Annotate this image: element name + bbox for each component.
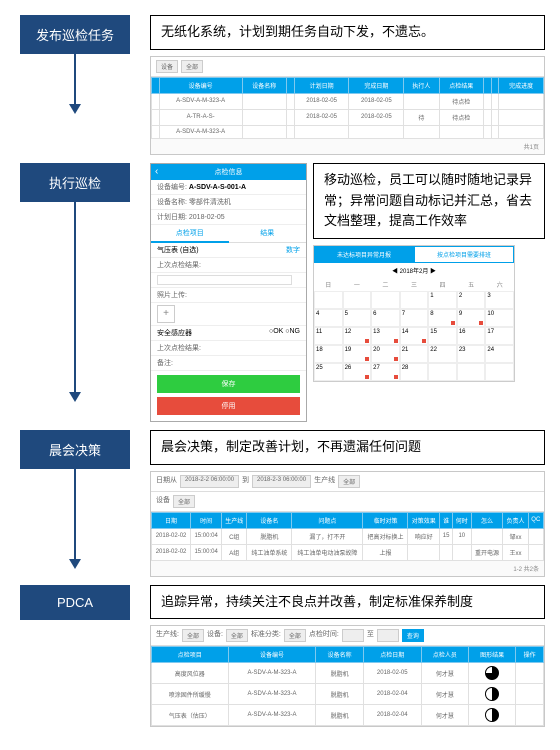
meeting-table: 日期时间生产线设备名问题点临时对策对策效果谁何时怎么负责人QC 2018-02-…: [151, 512, 544, 561]
arrow-3: [69, 469, 81, 569]
f-std[interactable]: 全部: [284, 629, 306, 642]
step3-desc: 晨会决策，制定改善计划，不再遗漏任何问题: [150, 430, 545, 465]
date-to[interactable]: 2018-2-3 06:00:00: [252, 475, 311, 488]
mobile-title: 点检信息: [215, 169, 243, 176]
pager-3: 1-2 共2条: [151, 561, 544, 576]
note-label: 备注:: [151, 356, 306, 371]
lbl-to: 到: [242, 475, 249, 488]
lbl-date-from: 日期从: [156, 475, 177, 488]
radio-ng[interactable]: NG: [290, 328, 301, 335]
f-dev[interactable]: 全部: [226, 629, 248, 642]
step2-desc: 移动巡检，员工可以随时随地记录异常；异常问题自动标记并汇总，省去文档整理，提高工…: [313, 163, 545, 239]
pager-1: 共1页: [151, 139, 544, 154]
screenshot-task-list: 设备 全部 设备编号设备名称计划日期完成日期执行人点检结果完成进度 A-SDV-…: [150, 56, 545, 155]
f-to: 至: [367, 629, 374, 642]
step-execute: 执行巡检: [20, 163, 130, 202]
tab-result[interactable]: 结果: [229, 225, 307, 243]
pdca-table: 点检项目设备编号设备名称点检日期点检人员图形结果操作 高度风位器A-SDV-A-…: [151, 646, 544, 726]
last-result-1: 上次点检结果:: [151, 258, 306, 273]
arrow-1: [69, 54, 81, 114]
add-photo-button[interactable]: +: [157, 305, 175, 323]
result-input[interactable]: [157, 275, 292, 285]
step1-desc: 无纸化系统，计划到期任务自动下发，不遗忘。: [150, 15, 545, 50]
item-sensor: 安全感应器: [157, 330, 192, 337]
f-time2[interactable]: [377, 629, 399, 642]
lbl-device: 设备: [156, 495, 170, 508]
date-from[interactable]: 2018-2-2 06:00:00: [180, 475, 239, 488]
cal-tab-report[interactable]: 未达标项目异常月报: [314, 246, 414, 263]
cal-month: 2018年2月: [400, 269, 429, 275]
back-icon[interactable]: ‹: [155, 167, 158, 177]
f-time1[interactable]: [342, 629, 364, 642]
step-meeting: 晨会决策: [20, 430, 130, 469]
sel-device[interactable]: 全部: [173, 495, 195, 508]
screenshot-pdca: 生产线:全部 设备:全部 标准分类:全部 点检时间: 至 查询 点检项目设备编号…: [150, 625, 545, 727]
filter-device[interactable]: 设备: [156, 60, 178, 73]
dev-no-label: 设备编号:: [157, 184, 187, 191]
sel-line[interactable]: 全部: [338, 475, 360, 488]
last-result-2: 上次点检结果:: [151, 341, 306, 356]
step4-desc: 追踪异常，持续关注不良点并改善，制定标准保养制度: [150, 585, 545, 620]
stop-button[interactable]: 停用: [157, 397, 300, 415]
item-pressure: 气压表 (自选): [157, 247, 199, 254]
lbl-line: 生产线: [314, 475, 335, 488]
filter-all[interactable]: 全部: [181, 60, 203, 73]
calendar: 未达标项目异常月报 按点检项目需要排班 ◀ 2018年2月 ▶ 日一二三四五六 …: [313, 245, 515, 382]
step-publish: 发布巡检任务: [20, 15, 130, 54]
f-line[interactable]: 全部: [182, 629, 204, 642]
f-line-lbl: 生产线:: [156, 629, 179, 642]
mobile-form: ‹ 点检信息 设备编号: A-SDV-A-S-001-A 设备名称: 零部件清洗…: [150, 163, 307, 422]
cal-tab-schedule[interactable]: 按点检项目需要排班: [414, 246, 514, 263]
photo-label: 照片上传:: [151, 288, 306, 303]
plan-date: 计划日期: 2018-02-05: [151, 210, 306, 225]
f-dev-lbl: 设备:: [207, 629, 223, 642]
query-button[interactable]: 查询: [402, 629, 424, 642]
save-button[interactable]: 保存: [157, 375, 300, 393]
tab-items[interactable]: 点检项目: [151, 225, 229, 243]
dev-no-value: A-SDV-A-S-001-A: [189, 184, 246, 191]
radio-ok[interactable]: OK: [273, 328, 283, 335]
step-pdca: PDCA: [20, 585, 130, 620]
f-time-lbl: 点检时间:: [309, 629, 339, 642]
task-table: 设备编号设备名称计划日期完成日期执行人点检结果完成进度 A-SDV-A-M-32…: [151, 77, 544, 139]
item-unit: 数字: [286, 245, 300, 255]
screenshot-meeting: 日期从 2018-2-2 06:00:00 到 2018-2-3 06:00:0…: [150, 471, 545, 577]
arrow-2: [69, 202, 81, 402]
f-std-lbl: 标准分类:: [251, 629, 281, 642]
dev-name: 设备名称: 零部件清洗机: [151, 195, 306, 210]
